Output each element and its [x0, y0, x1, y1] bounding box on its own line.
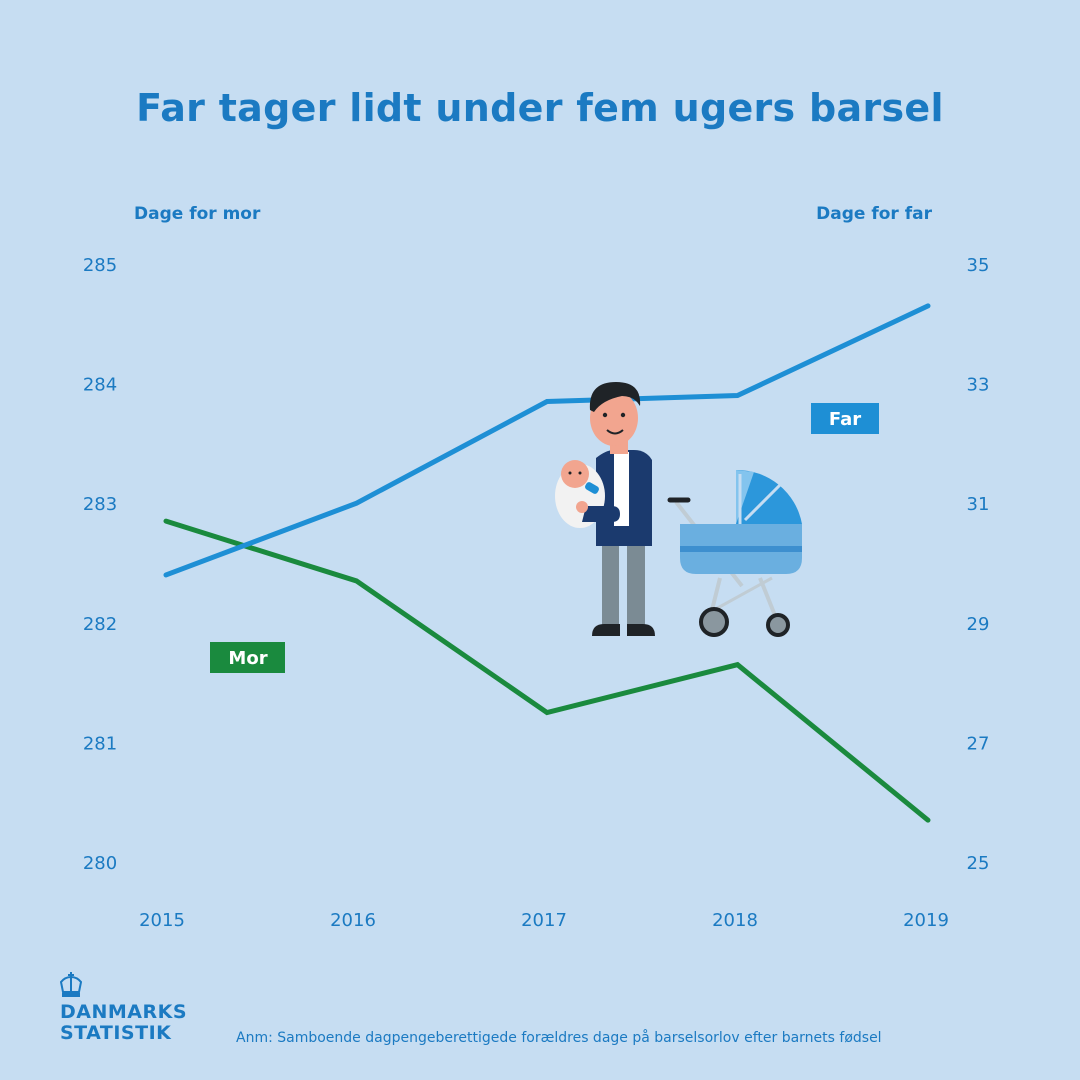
logo-line1: DANMARKS	[60, 1001, 188, 1023]
left-tick-label: 283	[83, 494, 117, 515]
left-tick-label: 281	[83, 733, 117, 754]
right-tick-label: 25	[967, 853, 990, 874]
logo-line2: STATISTIK	[60, 1022, 172, 1044]
series-line-far	[163, 303, 931, 578]
x-tick-label: 2017	[521, 910, 567, 931]
right-tick-label: 31	[967, 494, 990, 515]
left-axis-ticks: 285 284 283 282 281 280	[83, 255, 117, 874]
x-tick-label: 2018	[712, 910, 758, 931]
right-tick-label: 35	[967, 255, 990, 276]
left-tick-label: 282	[83, 614, 117, 635]
label-mor: Mor	[210, 642, 285, 673]
right-tick-label: 33	[967, 375, 990, 396]
x-axis-ticks: 2015 2016 2017 2018 2019	[139, 910, 949, 931]
right-axis-title: Dage for far	[816, 204, 932, 224]
left-tick-label: 285	[83, 255, 117, 276]
right-axis-ticks: 35 33 31 29 27 25	[967, 255, 990, 874]
left-tick-label: 280	[83, 853, 117, 874]
x-tick-label: 2019	[903, 910, 949, 931]
crown-icon	[59, 972, 83, 997]
footnote: Anm: Samboende dagpengeberettigede foræl…	[236, 1030, 882, 1046]
pram-illustration	[667, 469, 802, 637]
series-lines	[163, 303, 931, 823]
right-tick-label: 29	[967, 614, 990, 635]
chart-title: Far tager lidt under fem ugers barsel	[136, 86, 944, 130]
x-tick-label: 2016	[330, 910, 376, 931]
label-far-text: Far	[829, 409, 861, 430]
series-line-mor	[163, 518, 931, 823]
label-mor-text: Mor	[228, 648, 267, 669]
x-tick-label: 2015	[139, 910, 185, 931]
father-illustration	[555, 382, 655, 636]
right-tick-label: 27	[967, 733, 990, 754]
label-far: Far	[811, 403, 879, 434]
left-tick-label: 284	[83, 375, 117, 396]
left-axis-title: Dage for mor	[134, 204, 261, 224]
danmarks-statistik-logo: DANMARKS STATISTIK	[59, 972, 188, 1044]
